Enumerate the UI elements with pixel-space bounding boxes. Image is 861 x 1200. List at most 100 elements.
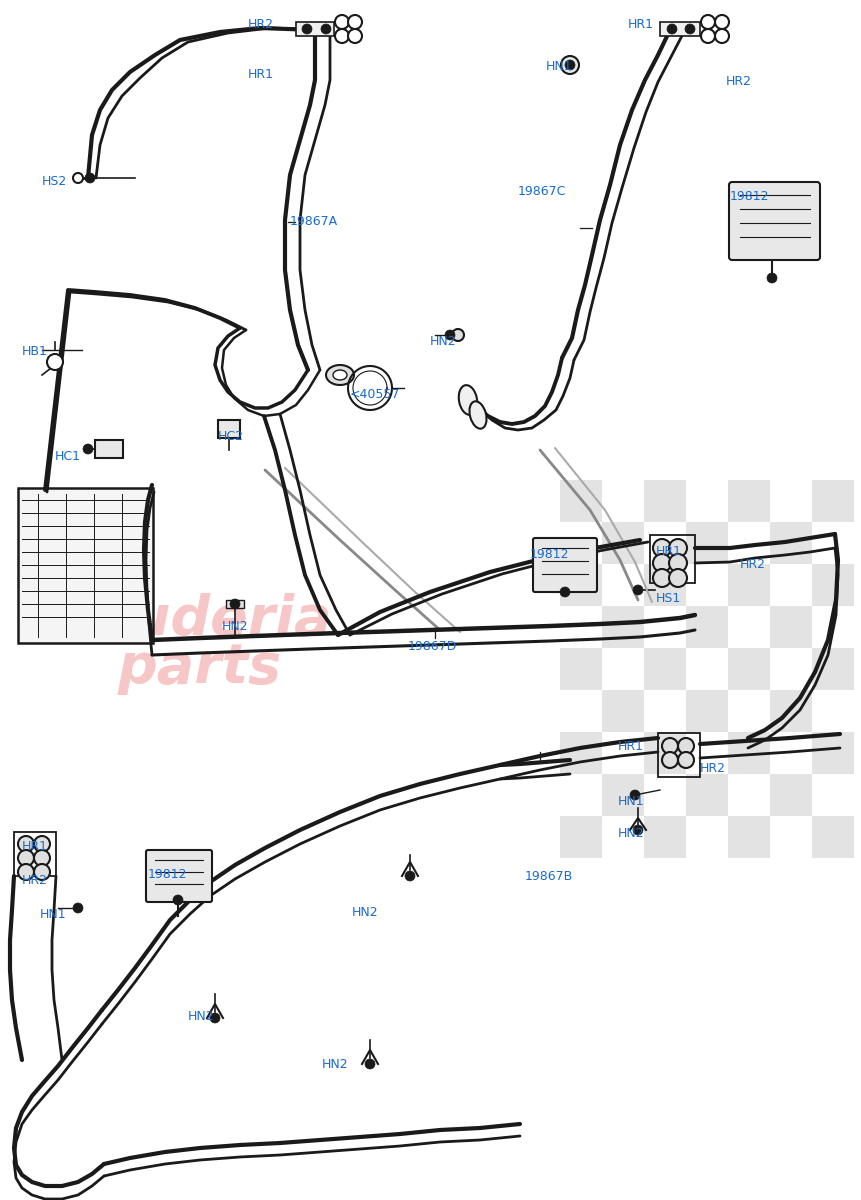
- Bar: [644, 816, 686, 858]
- Bar: [560, 732, 602, 774]
- Bar: [770, 690, 812, 732]
- Bar: [728, 816, 770, 858]
- Circle shape: [653, 554, 671, 572]
- Circle shape: [230, 599, 240, 608]
- Circle shape: [678, 738, 694, 754]
- Bar: [14, 832, 56, 876]
- Bar: [812, 648, 854, 690]
- Bar: [812, 732, 854, 774]
- Text: HN1: HN1: [546, 60, 573, 73]
- Circle shape: [73, 173, 83, 182]
- Text: HR2: HR2: [726, 74, 752, 88]
- Bar: [686, 606, 728, 648]
- Circle shape: [335, 14, 349, 29]
- Bar: [686, 690, 728, 732]
- Bar: [644, 480, 686, 522]
- Circle shape: [669, 554, 687, 572]
- Circle shape: [669, 539, 687, 557]
- Text: HC2: HC2: [218, 430, 244, 443]
- Bar: [812, 564, 854, 606]
- Bar: [728, 564, 770, 606]
- Text: HR1: HR1: [22, 840, 48, 853]
- Circle shape: [685, 24, 695, 34]
- Text: scuderia: scuderia: [65, 593, 331, 647]
- Bar: [728, 648, 770, 690]
- Circle shape: [210, 1013, 220, 1022]
- Circle shape: [47, 354, 63, 370]
- Circle shape: [662, 738, 678, 754]
- Text: HR2: HR2: [22, 874, 48, 887]
- Bar: [660, 22, 700, 36]
- Bar: [770, 522, 812, 564]
- Circle shape: [667, 24, 677, 34]
- Bar: [650, 535, 695, 583]
- Text: HN2: HN2: [618, 827, 645, 840]
- Text: HR1: HR1: [618, 740, 644, 754]
- Circle shape: [348, 29, 362, 43]
- Circle shape: [767, 272, 777, 283]
- Bar: [644, 564, 686, 606]
- Text: HS1: HS1: [656, 592, 681, 605]
- FancyBboxPatch shape: [533, 538, 597, 592]
- Circle shape: [73, 902, 83, 913]
- Circle shape: [452, 329, 464, 341]
- Circle shape: [34, 850, 50, 866]
- Circle shape: [715, 29, 729, 43]
- Circle shape: [335, 29, 349, 43]
- Circle shape: [561, 56, 579, 74]
- Text: 19867A: 19867A: [290, 215, 338, 228]
- Circle shape: [560, 587, 570, 596]
- Ellipse shape: [326, 365, 354, 385]
- Text: HN2: HN2: [352, 906, 379, 919]
- Bar: [812, 480, 854, 522]
- Bar: [686, 522, 728, 564]
- Text: HN2: HN2: [188, 1010, 214, 1022]
- Circle shape: [701, 29, 715, 43]
- Text: 19812: 19812: [530, 548, 569, 560]
- Bar: [560, 564, 602, 606]
- Bar: [770, 774, 812, 816]
- Text: HB1: HB1: [22, 346, 48, 358]
- Text: parts: parts: [118, 641, 282, 695]
- Text: 19867C: 19867C: [518, 185, 567, 198]
- Text: HC1: HC1: [55, 450, 81, 463]
- Circle shape: [669, 569, 687, 587]
- Text: HR2: HR2: [700, 762, 726, 775]
- Text: HN2: HN2: [322, 1058, 349, 1070]
- Circle shape: [365, 1058, 375, 1069]
- Circle shape: [34, 836, 50, 852]
- Ellipse shape: [459, 385, 477, 415]
- Circle shape: [18, 864, 34, 880]
- Circle shape: [18, 836, 34, 852]
- Circle shape: [321, 24, 331, 34]
- Circle shape: [85, 173, 95, 182]
- Circle shape: [630, 790, 640, 800]
- Text: 19867B: 19867B: [525, 870, 573, 883]
- Text: HR1: HR1: [248, 68, 274, 80]
- Circle shape: [633, 584, 643, 595]
- Bar: [18, 488, 153, 643]
- Ellipse shape: [333, 370, 347, 380]
- Circle shape: [565, 60, 575, 70]
- Text: HR1: HR1: [628, 18, 654, 31]
- Bar: [602, 690, 644, 732]
- Text: HR1: HR1: [656, 545, 682, 558]
- FancyBboxPatch shape: [146, 850, 212, 902]
- Circle shape: [662, 752, 678, 768]
- Circle shape: [18, 850, 34, 866]
- Circle shape: [653, 539, 671, 557]
- Bar: [95, 440, 123, 458]
- Text: HN2: HN2: [430, 335, 456, 348]
- Bar: [602, 522, 644, 564]
- Text: HR2: HR2: [248, 18, 274, 31]
- Circle shape: [445, 330, 455, 340]
- Text: HN2: HN2: [222, 620, 249, 634]
- Circle shape: [701, 14, 715, 29]
- Circle shape: [633, 826, 643, 835]
- Text: 19812: 19812: [148, 868, 188, 881]
- Text: <40557: <40557: [350, 388, 400, 401]
- Circle shape: [678, 752, 694, 768]
- Bar: [728, 732, 770, 774]
- Bar: [226, 600, 244, 608]
- Circle shape: [653, 569, 671, 587]
